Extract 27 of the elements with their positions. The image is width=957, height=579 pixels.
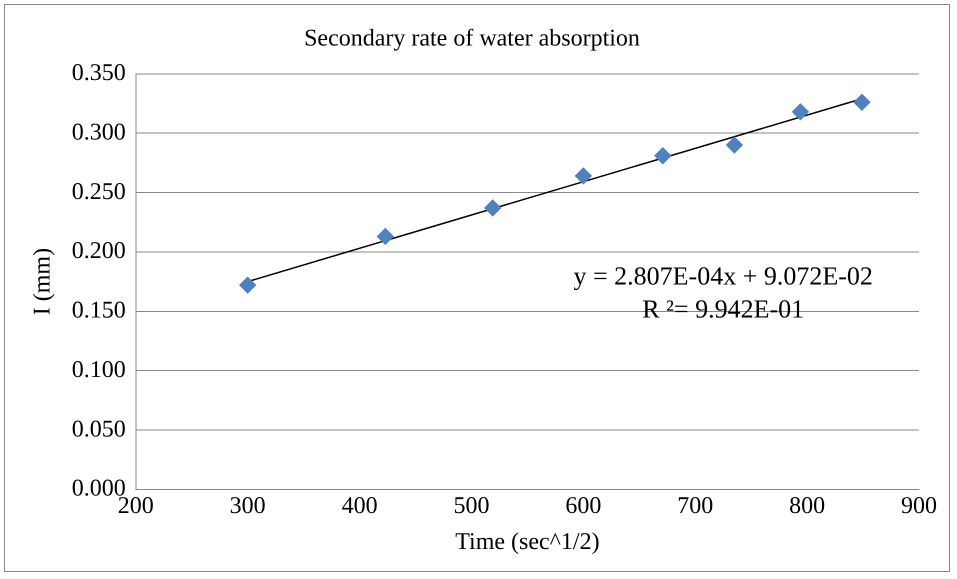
annotation: y = 2.807E-04x + 9.072E-02 — [573, 261, 873, 290]
y-tick-label: 0.200 — [72, 238, 126, 264]
y-tick-label: 0.300 — [72, 119, 126, 146]
y-tick-label: 0.250 — [72, 178, 126, 205]
point — [574, 167, 592, 184]
x-tick-label: 300 — [230, 493, 266, 520]
point — [376, 228, 394, 245]
x-axis-title: Time (sec^1/2) — [455, 528, 600, 555]
point — [484, 199, 502, 216]
y-tick-label: 0.150 — [72, 298, 126, 324]
x-tick-label: 900 — [901, 493, 937, 520]
x-tick-label: 700 — [677, 493, 714, 520]
y-tick-label: 0.350 — [72, 60, 126, 86]
y-axis-title: I (mm) — [30, 248, 56, 316]
x-tick-label: 400 — [342, 493, 378, 520]
y-tick-label: 0.050 — [72, 416, 126, 442]
point — [726, 136, 743, 154]
point — [792, 103, 809, 120]
x-tick-label: 800 — [789, 493, 826, 520]
x-tick-label: 600 — [565, 493, 602, 520]
x-tick-label: 500 — [453, 493, 490, 520]
point — [654, 147, 672, 164]
y-tick-label: 0.100 — [72, 356, 126, 383]
point — [853, 94, 870, 111]
point — [239, 276, 256, 294]
chart-title: Secondary rate of water absorption — [304, 26, 640, 52]
annotation: R ²= 9.942E-01 — [642, 294, 804, 324]
